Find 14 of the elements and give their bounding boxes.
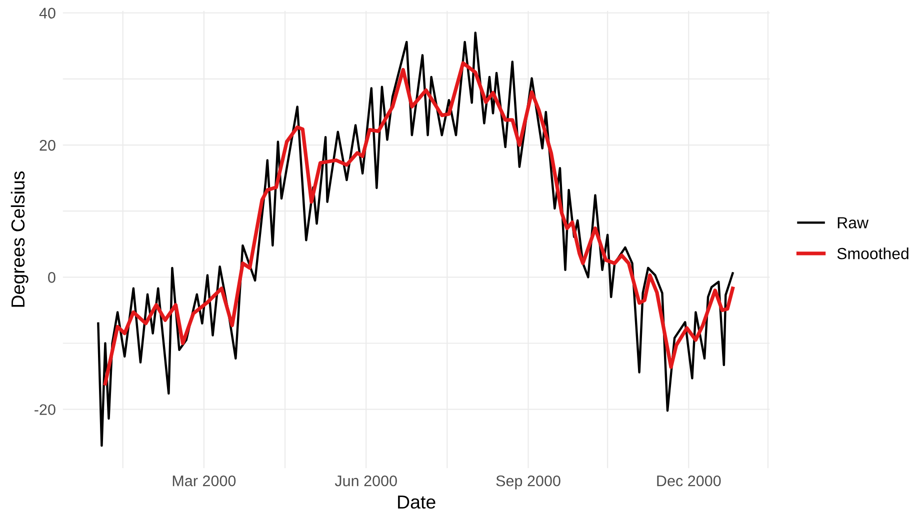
legend-label: Smoothed: [837, 248, 908, 260]
legend-label: Raw: [838, 217, 869, 228]
x-axis-title: Date: [398, 496, 436, 509]
line-series: [103, 61, 735, 386]
y-axis-title: Degrees Celsius: [10, 171, 28, 307]
y-tick-label: 40: [39, 8, 56, 19]
line-series: [97, 32, 734, 447]
y-tick-label: 0: [48, 272, 56, 283]
x-tick-label: Sep 2000: [496, 475, 560, 490]
x-tick-label: Dec 2000: [657, 475, 721, 486]
y-tick-label: -20: [34, 404, 56, 416]
x-tick-label: Jun 2000: [334, 475, 397, 486]
x-tick-label: Mar 2000: [172, 475, 236, 486]
y-tick-label: 20: [40, 140, 56, 151]
